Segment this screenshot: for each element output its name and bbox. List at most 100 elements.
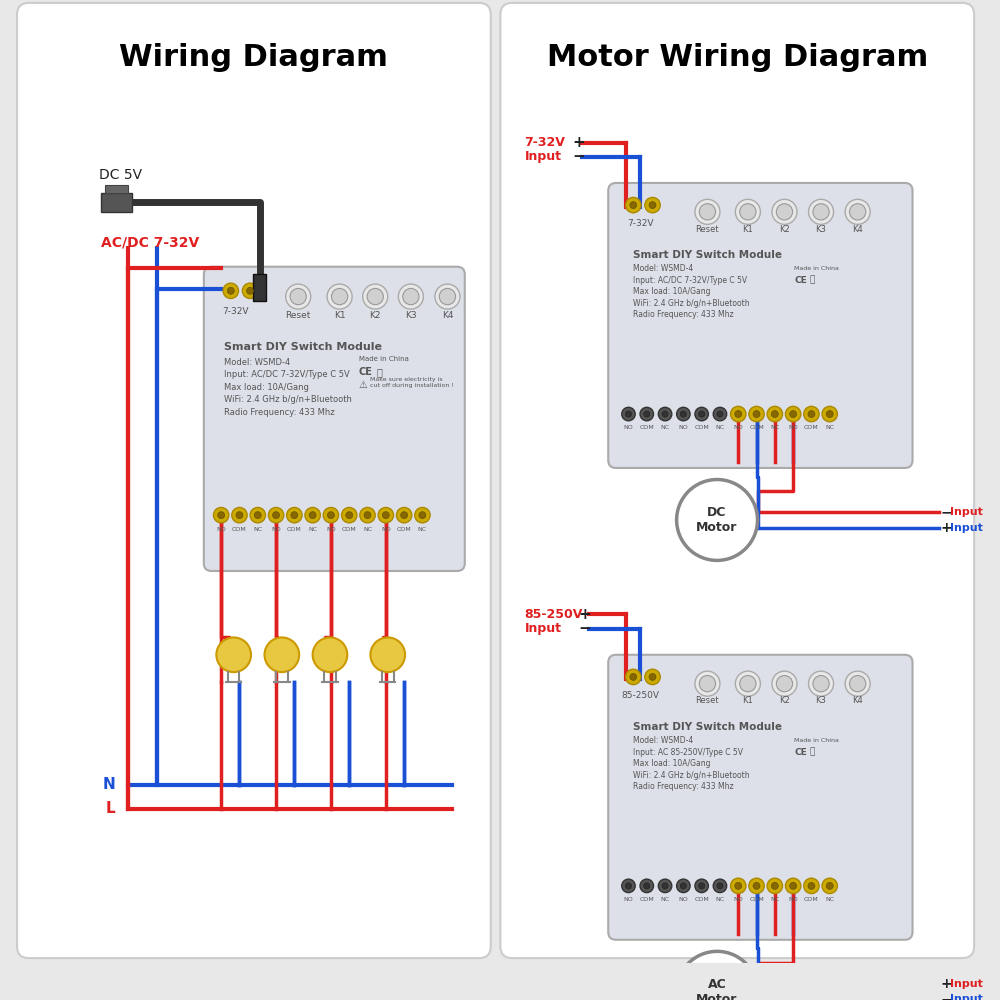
Circle shape [804, 406, 819, 422]
Text: −: − [573, 149, 585, 164]
Text: COM: COM [749, 897, 764, 902]
Text: NC: NC [308, 527, 317, 532]
Circle shape [419, 512, 426, 519]
Text: −: − [940, 505, 952, 519]
Text: L: L [106, 801, 115, 816]
Circle shape [822, 878, 837, 894]
Circle shape [822, 406, 837, 422]
Text: NO: NO [381, 527, 391, 532]
Circle shape [382, 512, 389, 519]
Circle shape [677, 951, 758, 1000]
Text: COM: COM [639, 425, 654, 430]
Circle shape [247, 287, 254, 294]
Text: K4: K4 [852, 225, 863, 234]
Text: Input: Input [950, 523, 983, 533]
Text: Smart DIY Switch Module: Smart DIY Switch Module [633, 250, 782, 260]
Text: COM: COM [287, 527, 302, 532]
Text: 7-32V: 7-32V [524, 136, 565, 149]
Text: Made in China: Made in China [359, 356, 409, 362]
Circle shape [286, 284, 311, 309]
Text: Ⓡ: Ⓡ [376, 367, 382, 377]
Circle shape [439, 288, 456, 305]
Circle shape [649, 202, 656, 209]
Circle shape [717, 883, 723, 889]
Circle shape [331, 288, 348, 305]
Text: NC: NC [715, 897, 725, 902]
Circle shape [403, 288, 419, 305]
Circle shape [645, 197, 660, 213]
Circle shape [850, 204, 866, 220]
Text: NC: NC [253, 527, 262, 532]
Circle shape [680, 883, 686, 889]
Text: NO: NO [733, 425, 743, 430]
Circle shape [305, 507, 320, 523]
Text: K3: K3 [405, 311, 417, 320]
Text: 7-32V: 7-32V [627, 219, 653, 228]
Circle shape [731, 878, 746, 894]
Text: Wiring Diagram: Wiring Diagram [119, 43, 388, 72]
Text: Input: AC/DC 7-32V/Type C 5V: Input: AC/DC 7-32V/Type C 5V [633, 276, 747, 285]
Text: NO: NO [678, 897, 688, 902]
Text: Input: Input [950, 979, 983, 989]
Text: COM: COM [397, 527, 411, 532]
Circle shape [677, 407, 690, 421]
Text: K3: K3 [816, 225, 826, 234]
Circle shape [290, 288, 306, 305]
Circle shape [216, 637, 251, 672]
Text: K1: K1 [742, 225, 753, 234]
Circle shape [644, 883, 650, 889]
Text: Max load: 10A/Gang: Max load: 10A/Gang [633, 759, 711, 768]
Text: Reset: Reset [696, 696, 719, 705]
Circle shape [680, 411, 686, 417]
Circle shape [236, 512, 243, 519]
Circle shape [699, 204, 716, 220]
Circle shape [677, 480, 758, 560]
Circle shape [645, 669, 660, 685]
Text: NO: NO [216, 527, 226, 532]
Text: Reset: Reset [696, 225, 719, 234]
Circle shape [625, 411, 632, 417]
Text: +: + [940, 977, 952, 991]
Circle shape [717, 411, 723, 417]
Circle shape [771, 411, 778, 418]
Text: COM: COM [232, 527, 247, 532]
FancyBboxPatch shape [17, 3, 491, 958]
Circle shape [735, 199, 760, 224]
Text: Input: AC 85-250V/Type C 5V: Input: AC 85-250V/Type C 5V [633, 748, 743, 757]
Circle shape [695, 879, 708, 893]
Text: −: − [578, 621, 591, 636]
Circle shape [327, 284, 352, 309]
Text: NC: NC [363, 527, 372, 532]
Text: NC: NC [825, 897, 834, 902]
Circle shape [622, 407, 635, 421]
Text: K2: K2 [369, 311, 381, 320]
Text: NC: NC [825, 425, 834, 430]
Circle shape [630, 202, 637, 209]
Text: AC/DC 7-32V: AC/DC 7-32V [101, 236, 199, 250]
Text: Input: Input [524, 622, 561, 635]
Circle shape [242, 283, 258, 298]
Bar [253, 274, 266, 301]
Circle shape [364, 512, 371, 519]
Text: WiFi: 2.4 GHz b/g/n+Bluetooth: WiFi: 2.4 GHz b/g/n+Bluetooth [224, 395, 352, 404]
Circle shape [287, 507, 302, 523]
Circle shape [323, 507, 339, 523]
Text: Ⓡ: Ⓡ [809, 748, 815, 757]
Text: CE: CE [359, 367, 373, 377]
Circle shape [735, 411, 742, 418]
Text: NO: NO [733, 897, 743, 902]
Text: WiFi: 2.4 GHz b/g/n+Bluetooth: WiFi: 2.4 GHz b/g/n+Bluetooth [633, 771, 750, 780]
Circle shape [695, 671, 720, 696]
Text: ⚠: ⚠ [359, 380, 368, 390]
Circle shape [658, 879, 672, 893]
Circle shape [804, 878, 819, 894]
Circle shape [626, 197, 641, 213]
Text: COM: COM [804, 897, 819, 902]
Circle shape [640, 407, 654, 421]
Text: NC: NC [715, 425, 725, 430]
Circle shape [699, 411, 705, 417]
Circle shape [626, 669, 641, 685]
Circle shape [813, 676, 829, 692]
Circle shape [644, 411, 650, 417]
Circle shape [342, 507, 357, 523]
